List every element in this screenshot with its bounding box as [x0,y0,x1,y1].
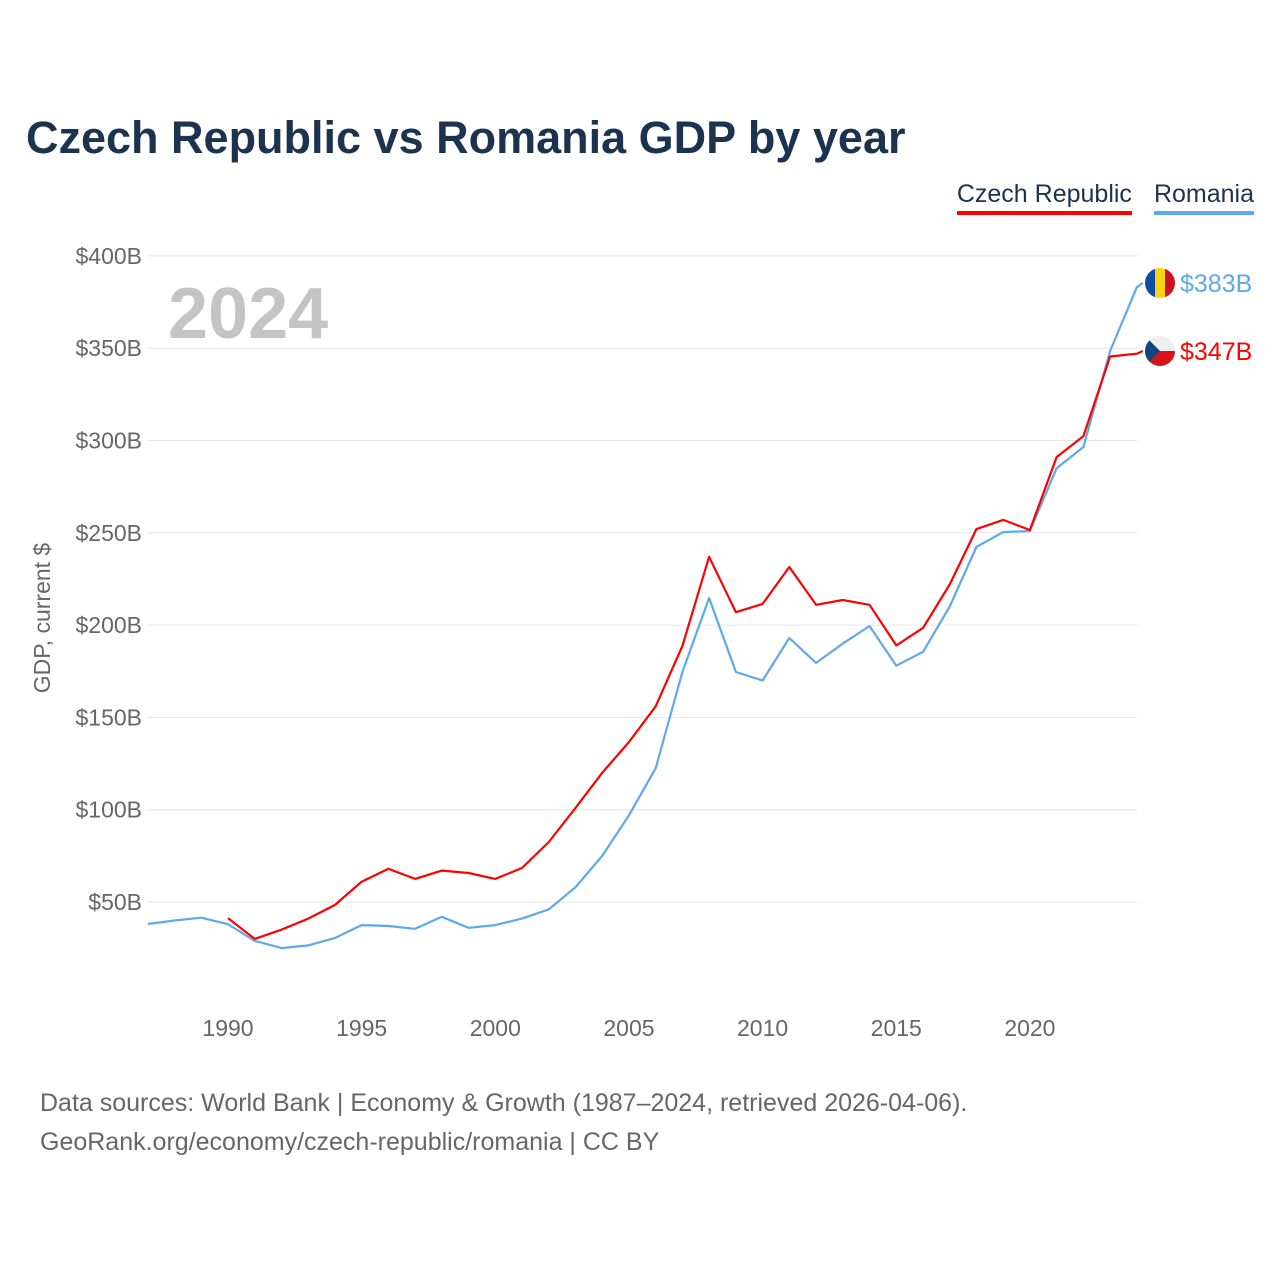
romania-flag-icon [1145,268,1175,298]
x-tick-label: 2005 [603,1015,654,1041]
legend-item-romania[interactable]: Romania [1153,180,1254,215]
y-tick-label: $400B [75,243,142,269]
x-tick-label: 1990 [202,1015,253,1041]
y-tick-label: $200B [75,612,142,638]
series-line-romania [147,282,1144,950]
y-tick-label: $100B [75,797,142,823]
y-tick-label: $150B [75,704,142,730]
y-tick-label: $50B [88,889,142,915]
end-value-label: $383B [1180,270,1252,298]
x-tick-label: 2000 [470,1015,521,1041]
x-tick-label: 2020 [1004,1015,1055,1041]
czech-flag-icon [1145,336,1175,366]
y-tick-label: $300B [75,428,142,454]
legend-item-czech-republic[interactable]: Czech Republic [956,180,1132,215]
x-tick-label: 2010 [737,1015,788,1041]
source-note: Data sources: World Bank | Economy & Gro… [40,1084,967,1162]
end-value-label: $347B [1180,338,1252,366]
y-tick-label: $250B [75,520,142,546]
y-tick-label: $350B [75,335,142,361]
source-line-2[interactable]: GeoRank.org/economy/czech-republic/roman… [40,1128,660,1156]
series-line-czech-republic [227,349,1144,941]
x-tick-label: 2015 [871,1015,922,1041]
y-axis-label: GDP, current $ [29,543,55,694]
source-line-1: Data sources: World Bank | Economy & Gro… [40,1089,968,1117]
year-watermark: 2024 [168,274,328,354]
chart-title: Czech Republic vs Romania GDP by year [26,112,906,163]
legend: Czech Republic Romania [956,180,1254,215]
x-tick-label: 1995 [336,1015,387,1041]
